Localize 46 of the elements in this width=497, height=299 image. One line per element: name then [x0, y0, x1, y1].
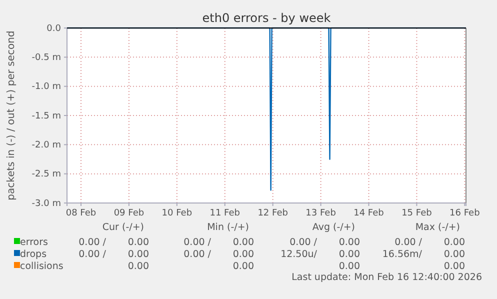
x-tick-label: 09 Feb [114, 208, 144, 218]
legend-label: drops [20, 249, 47, 260]
y-tick-label: 0.0 [46, 24, 62, 34]
text: 0.00 [444, 261, 465, 272]
x-tick-label: 08 Feb [66, 208, 96, 218]
y-tick-label: -2.5 m [32, 170, 61, 180]
x-tick-label: 15 Feb [402, 208, 432, 218]
y-axis-title: packets in (-) / out (+) per second [6, 30, 17, 200]
text: 0.00 / [78, 249, 107, 260]
y-tick-label: -1.0 m [32, 82, 61, 92]
text: 0.00 [444, 249, 465, 260]
text: 0.00 [338, 249, 360, 260]
text: 16.56m/ [382, 249, 423, 260]
legend-label: collisions [20, 261, 64, 272]
text: 0.00 / [394, 237, 423, 248]
text: 0.00 [128, 261, 149, 272]
text: 0.00 / [184, 237, 212, 248]
y-tick-label: -1.5 m [32, 111, 61, 122]
text: Cur (-/+) [102, 222, 144, 233]
text: 0.00 / [184, 249, 212, 260]
text: Last update: Mon Feb 16 12:40:00 2026 [292, 272, 482, 283]
text: 0.00 [232, 261, 254, 272]
y-tick-label: -0.5 m [32, 53, 61, 64]
y-tick-label: -3.0 m [32, 198, 61, 209]
text: 0.00 [128, 249, 149, 260]
text: 0.00 [232, 249, 254, 260]
x-tick-label: 14 Feb [354, 208, 384, 218]
text: 0.00 [128, 237, 149, 248]
text: 0.00 [338, 261, 360, 272]
y-tick-label: -2.0 m [32, 140, 61, 151]
text: 0.00 / [78, 237, 107, 248]
text: 0.00 [232, 237, 254, 248]
text: Max (-/+) [415, 222, 460, 233]
x-tick-label: 11 Feb [210, 208, 240, 218]
text: Avg (-/+) [312, 222, 355, 233]
text: 0.00 [338, 237, 360, 248]
x-tick-label: 16 Feb [450, 208, 480, 218]
text: Min (-/+) [207, 222, 249, 233]
text: 0.00 [444, 237, 465, 248]
chart-title: eth0 errors - by week [202, 11, 331, 25]
legend-label: errors [20, 237, 48, 248]
text: 12.50u/ [280, 249, 318, 260]
x-tick-label: 13 Feb [306, 208, 336, 218]
x-tick-label: 12 Feb [258, 208, 288, 218]
text: 0.00 / [290, 237, 318, 248]
x-tick-label: 10 Feb [162, 208, 192, 218]
